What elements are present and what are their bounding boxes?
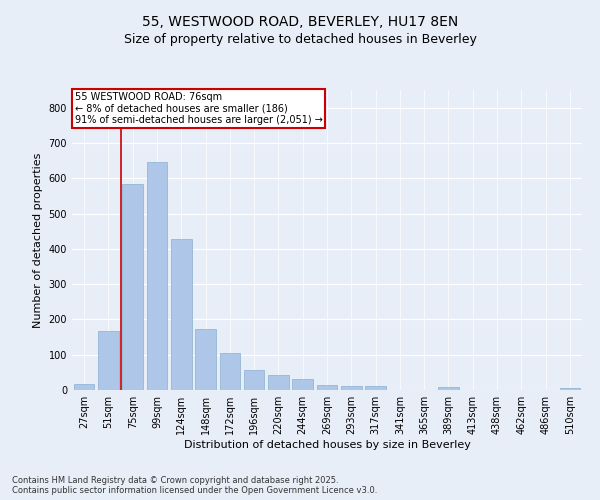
Bar [268, 375, 289, 390]
Y-axis label: Number of detached properties: Number of detached properties [33, 152, 43, 328]
Bar [171, 239, 191, 390]
Bar [146, 162, 167, 390]
Text: 55 WESTWOOD ROAD: 76sqm
← 8% of detached houses are smaller (186)
91% of semi-de: 55 WESTWOOD ROAD: 76sqm ← 8% of detached… [74, 92, 322, 124]
Bar [365, 386, 386, 390]
Bar [98, 330, 119, 390]
Text: 55, WESTWOOD ROAD, BEVERLEY, HU17 8EN: 55, WESTWOOD ROAD, BEVERLEY, HU17 8EN [142, 15, 458, 29]
X-axis label: Distribution of detached houses by size in Beverley: Distribution of detached houses by size … [184, 440, 470, 450]
Bar [438, 387, 459, 390]
Text: Size of property relative to detached houses in Beverley: Size of property relative to detached ho… [124, 32, 476, 46]
Bar [292, 378, 313, 390]
Bar [195, 330, 216, 390]
Bar [317, 385, 337, 390]
Bar [220, 353, 240, 390]
Bar [244, 370, 265, 390]
Text: Contains HM Land Registry data © Crown copyright and database right 2025.
Contai: Contains HM Land Registry data © Crown c… [12, 476, 377, 495]
Bar [341, 386, 362, 390]
Bar [560, 388, 580, 390]
Bar [74, 384, 94, 390]
Bar [122, 184, 143, 390]
